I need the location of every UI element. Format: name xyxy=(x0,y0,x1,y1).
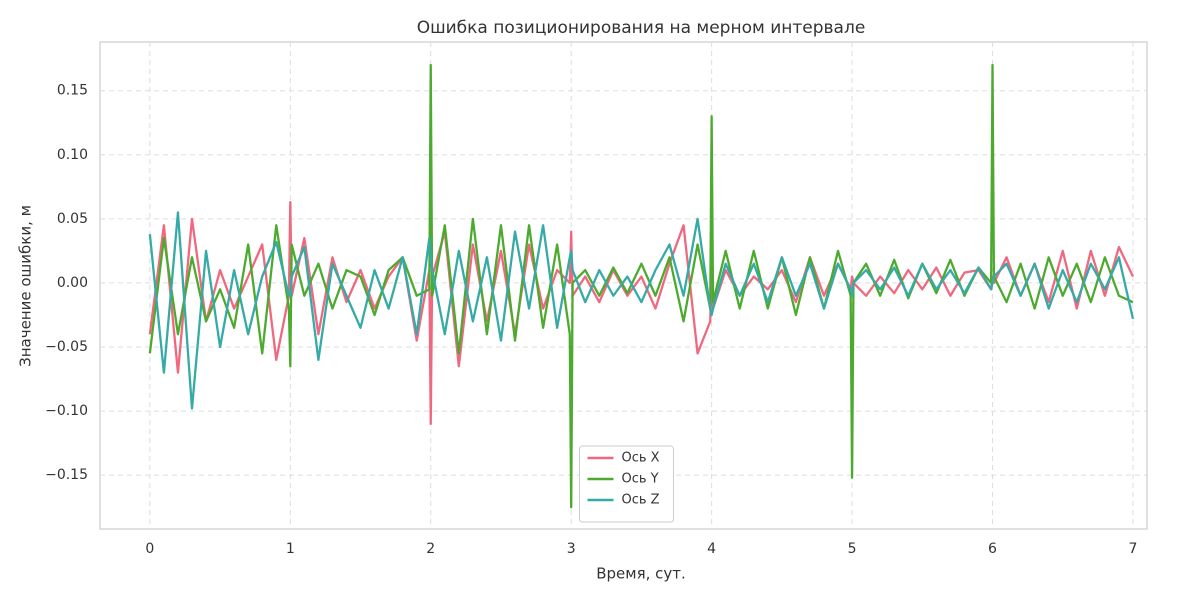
legend-label: Ось Z xyxy=(622,493,660,508)
y-tick-label: 0.10 xyxy=(57,147,88,163)
y-tick-label: 0.00 xyxy=(57,275,88,291)
x-tick-label: 0 xyxy=(145,541,154,557)
y-tick-label: −0.05 xyxy=(45,339,88,355)
legend-label: Ось Y xyxy=(622,472,659,487)
x-tick-label: 7 xyxy=(1128,541,1137,557)
legend: Ось X Ось Y Ось Z xyxy=(579,445,674,523)
x-tick-label: 5 xyxy=(848,541,857,557)
legend-box xyxy=(579,445,674,523)
series-line xyxy=(148,201,1134,426)
x-axis-label: Время, сут. xyxy=(596,565,686,583)
y-tick-label: 0.05 xyxy=(57,211,88,227)
legend-label: Ось X xyxy=(622,451,660,466)
x-tick-label: 6 xyxy=(988,541,997,557)
chart-title: Ошибка позиционирования на мерном интерв… xyxy=(417,18,866,38)
y-axis-label: Значение ошибки, м xyxy=(17,205,35,367)
x-tick-label: 4 xyxy=(707,541,716,557)
x-tick-label: 1 xyxy=(286,541,295,557)
x-tick-label: 3 xyxy=(567,541,576,557)
series-line xyxy=(148,211,1135,410)
y-tick-label: −0.10 xyxy=(45,403,88,419)
y-tick-label: −0.15 xyxy=(45,467,88,483)
y-tick-label: 0.15 xyxy=(57,83,88,99)
x-tick-label: 2 xyxy=(426,541,435,557)
